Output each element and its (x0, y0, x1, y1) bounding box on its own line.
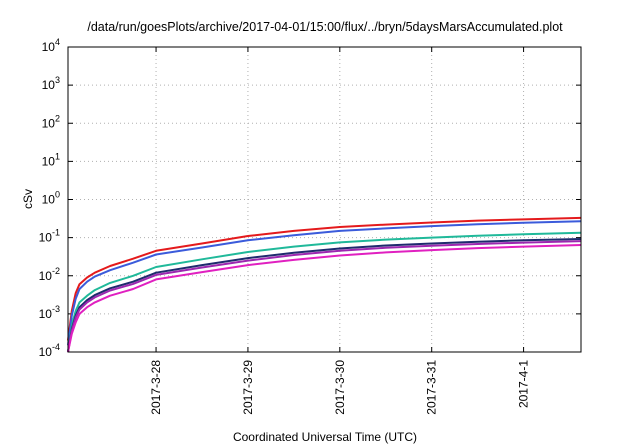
x-tick-label: 2017-3-28 (149, 360, 163, 415)
y-tick-label: 100 (42, 190, 60, 207)
y-tick-exponent: -1 (52, 228, 60, 238)
y-tick-exponent: 4 (55, 37, 60, 47)
x-tick-label: 2017-3-29 (241, 360, 255, 415)
plot-frame (67, 46, 582, 353)
y-tick-exponent: 2 (55, 113, 60, 123)
series-line (67, 216, 582, 341)
y-tick-label: 104 (42, 37, 60, 54)
y-tick-label: 101 (42, 151, 60, 168)
series-line (67, 240, 582, 353)
x-tick-label: 2017-3-31 (425, 360, 439, 415)
series-line (67, 220, 582, 346)
y-tick-label: 103 (42, 75, 60, 92)
y-tick-label: 10-3 (39, 304, 60, 321)
x-axis-label: Coordinated Universal Time (UTC) (233, 430, 417, 444)
x-tick-label: 2017-4-1 (517, 360, 531, 408)
x-tick-label: 2017-3-30 (333, 360, 347, 415)
y-tick-label: 10-1 (39, 228, 60, 245)
y-tick-label: 10-2 (39, 266, 60, 283)
chart-title: /data/run/goesPlots/archive/2017-04-01/1… (87, 20, 563, 34)
y-tick-exponent: 0 (55, 190, 60, 200)
y-tick-label: 102 (42, 113, 60, 130)
series-group (67, 216, 582, 353)
grid-lines (68, 47, 581, 352)
y-tick-exponent: 1 (55, 151, 60, 161)
series-line (67, 244, 582, 353)
y-tick-label: 10-4 (39, 342, 60, 359)
y-tick-exponent: -4 (52, 342, 60, 352)
series-line (67, 238, 582, 353)
y-tick-exponent: -3 (52, 304, 60, 314)
series-line (67, 231, 582, 353)
x-axis: 2017-3-28 2017-3-29 2017-3-30 2017-3-31 2017… (149, 47, 531, 415)
y-axis-label: cSv (21, 189, 35, 209)
y-tick-exponent: -2 (52, 266, 60, 276)
y-tick-exponent: 3 (55, 75, 60, 85)
